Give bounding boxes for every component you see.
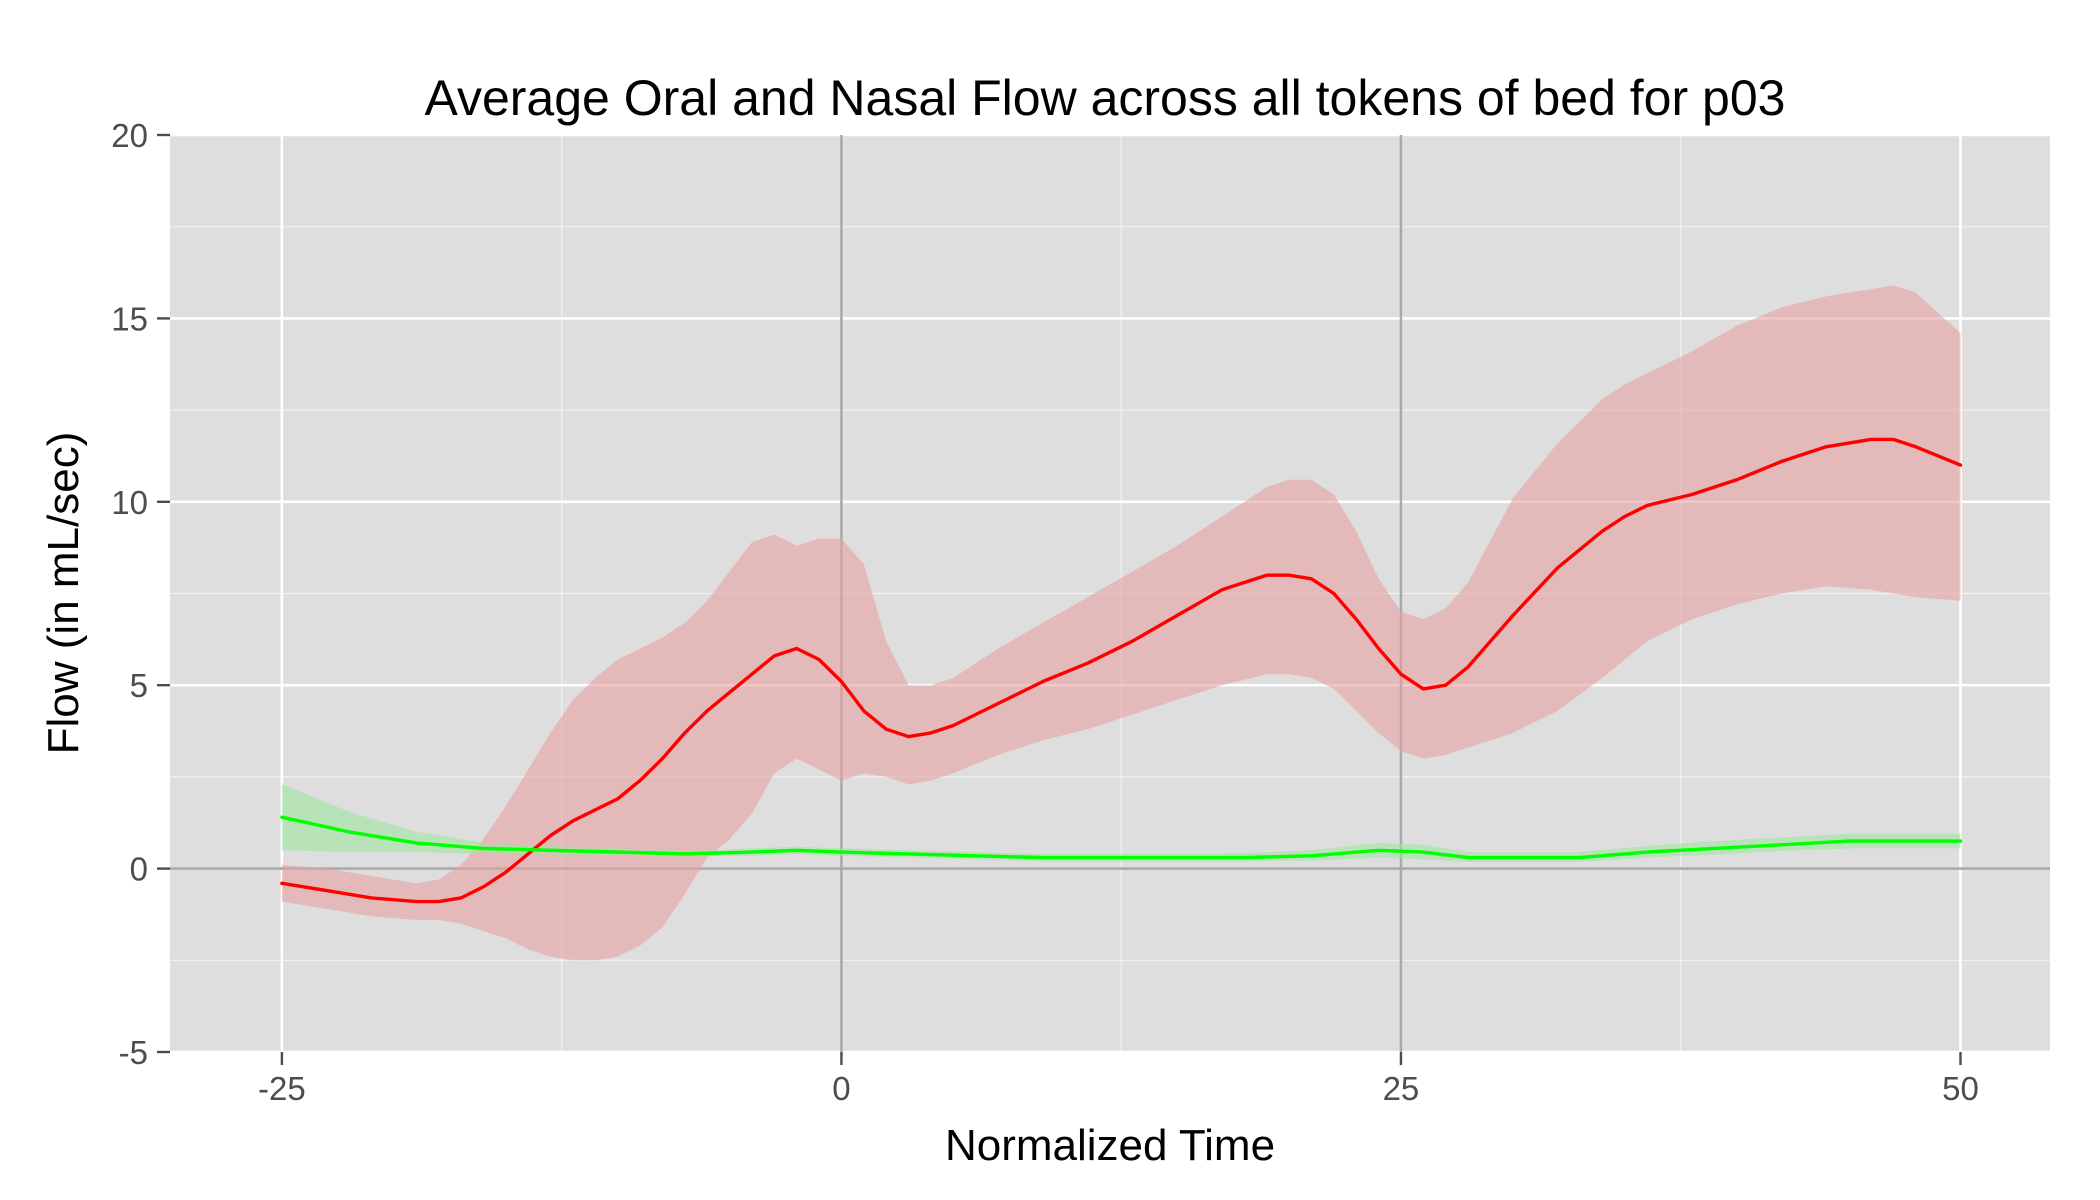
series-1-line bbox=[280, 437, 1963, 904]
y-tick-label: 20 bbox=[111, 117, 148, 154]
x-axis-title: Normalized Time bbox=[945, 1121, 1275, 1170]
confidence-ribbons bbox=[281, 285, 1961, 961]
y-tick-label: 10 bbox=[111, 484, 148, 521]
x-tick-label: -25 bbox=[258, 1070, 306, 1107]
x-tick-label: 25 bbox=[1383, 1070, 1420, 1107]
y-tick-label: 5 bbox=[130, 667, 148, 704]
y-axis-title: Flow (in mL/sec) bbox=[39, 432, 88, 755]
series-1-ribbon bbox=[281, 285, 1961, 961]
chart-title: Average Oral and Nasal Flow across all t… bbox=[425, 70, 1786, 126]
x-tick-label: 0 bbox=[832, 1070, 850, 1107]
y-tick-label: -5 bbox=[119, 1034, 148, 1071]
x-tick-label: 50 bbox=[1942, 1070, 1979, 1107]
y-tick-label: 15 bbox=[111, 300, 148, 337]
y-tick-label: 0 bbox=[130, 851, 148, 888]
x-axis: -25 0 25 50 bbox=[258, 1052, 1979, 1107]
series-lines bbox=[280, 437, 1963, 904]
series-2-line bbox=[280, 815, 1963, 860]
y-axis: -5 0 5 10 15 20 bbox=[111, 117, 170, 1071]
